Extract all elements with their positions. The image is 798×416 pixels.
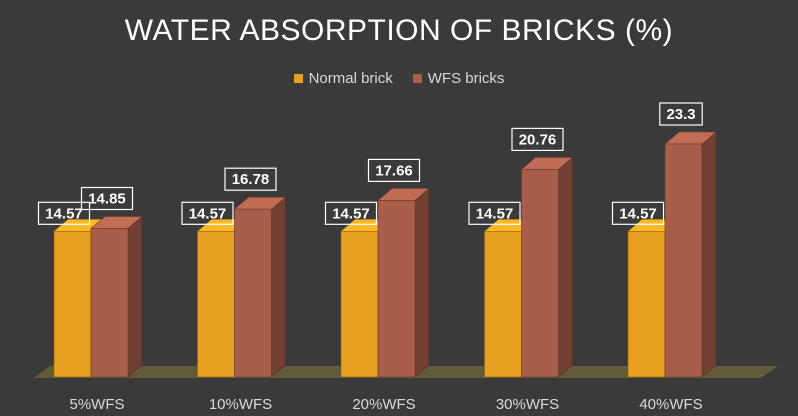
legend-swatch-normal-brick <box>293 74 303 83</box>
data-label-box-30%WFS-wfs <box>511 127 564 151</box>
legend-label-normal-brick: Normal brick <box>308 70 393 87</box>
x-tick-label-5%WFS: 5%WFS <box>69 396 124 413</box>
bar-5%WFS-wfs <box>90 228 129 378</box>
bar-side-20%WFS-wfs <box>414 187 430 378</box>
chart-legend: Normal brick WFS bricks <box>0 70 798 87</box>
data-label-box-20%WFS-wfs <box>367 158 421 182</box>
bar-side-30%WFS-wfs <box>558 156 573 378</box>
bar-20%WFS-normal <box>340 231 379 378</box>
bar-10%WFS-wfs <box>234 208 272 378</box>
data-label-40%WFS-wfs: 23.3 <box>666 106 695 123</box>
bar-side-10%WFS-wfs <box>271 196 286 378</box>
bar-5%WFS-normal <box>53 231 92 378</box>
bar-side-40%WFS-wfs <box>701 131 717 378</box>
data-label-box-5%WFS-wfs <box>80 186 134 211</box>
data-label-box-20%WFS-normal <box>324 201 378 225</box>
bar-30%WFS-normal <box>484 231 522 378</box>
legend-item-normal-brick: Normal brick <box>293 70 393 87</box>
bar-side-5%WFS-wfs <box>127 215 143 378</box>
x-tick-label-10%WFS: 10%WFS <box>209 396 272 413</box>
bar-40%WFS-wfs <box>664 143 703 378</box>
bar-30%WFS-wfs <box>521 169 559 378</box>
data-label-box-10%WFS-normal <box>181 201 234 225</box>
x-tick-label-40%WFS: 40%WFS <box>639 396 702 413</box>
bar-20%WFS-wfs <box>377 200 416 378</box>
data-label-20%WFS-normal: 14.57 <box>332 205 370 222</box>
x-tick-label-30%WFS: 30%WFS <box>496 396 559 413</box>
data-label-box-40%WFS-normal <box>611 201 665 225</box>
data-label-box-40%WFS-wfs <box>659 102 703 126</box>
chart-title: WATER ABSORPTION OF BRICKS (%) <box>124 14 674 47</box>
data-label-5%WFS-wfs: 14.85 <box>88 191 126 208</box>
data-label-box-30%WFS-normal <box>468 201 521 225</box>
bar-40%WFS-normal <box>627 231 666 378</box>
data-label-30%WFS-normal: 14.57 <box>476 205 514 222</box>
bar-10%WFS-normal <box>197 231 235 378</box>
x-tick-label-20%WFS: 20%WFS <box>352 396 415 413</box>
legend-item-wfs-bricks: WFS bricks <box>412 70 505 87</box>
data-label-10%WFS-normal: 14.57 <box>189 205 227 222</box>
data-label-40%WFS-normal: 14.57 <box>619 205 657 222</box>
data-label-10%WFS-wfs: 16.78 <box>232 171 270 188</box>
data-label-box-5%WFS-normal <box>37 201 91 225</box>
data-label-box-10%WFS-wfs <box>224 167 277 191</box>
data-label-20%WFS-wfs: 17.66 <box>375 162 413 179</box>
legend-swatch-wfs-bricks <box>412 74 422 83</box>
data-label-5%WFS-normal: 14.57 <box>45 205 83 222</box>
legend-label-wfs-bricks: WFS bricks <box>427 70 505 87</box>
data-label-30%WFS-wfs: 20.76 <box>519 131 557 148</box>
